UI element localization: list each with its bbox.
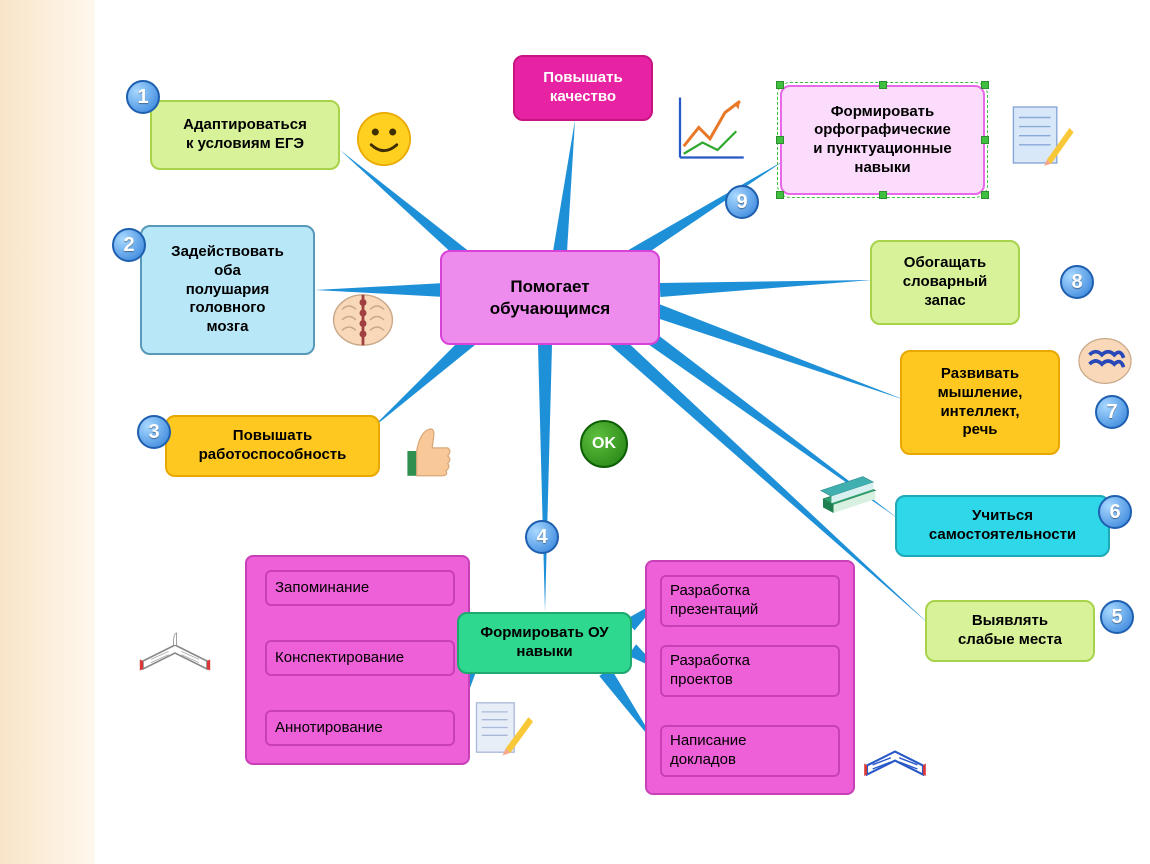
- smiley-icon: [355, 110, 413, 168]
- badge-label: 9: [736, 191, 747, 214]
- mindmap-canvas: Помогаетобучающимся OK Адаптироватьсяк у…: [0, 0, 1150, 864]
- selection-handle[interactable]: [981, 191, 989, 199]
- subnode-label: Запоминание: [275, 579, 369, 598]
- subnode-s6: Написаниедокладов: [660, 725, 840, 777]
- badge-label: 6: [1109, 501, 1120, 524]
- node-n3: Повышатьработоспособность: [165, 415, 380, 477]
- subnode-s2: Конспектирование: [265, 640, 455, 676]
- brain-icon: [323, 285, 403, 355]
- chart-icon: [670, 90, 750, 165]
- node-n8: Обогащатьсловарныйзапас: [870, 240, 1020, 325]
- brain2-icon: [1070, 330, 1140, 392]
- number-badge-7: 7: [1095, 395, 1129, 429]
- node-label: Формировать ОУнавыки: [480, 624, 608, 662]
- selection-handle[interactable]: [981, 136, 989, 144]
- node-label: Развиватьмышление,интеллект,речь: [938, 365, 1023, 440]
- node-label: Повышатьработоспособность: [199, 427, 347, 465]
- number-badge-9: 9: [725, 185, 759, 219]
- edge: [660, 280, 872, 297]
- node-n5: Выявлятьслабые места: [925, 600, 1095, 662]
- selection-handle[interactable]: [879, 81, 887, 89]
- node-label: Повышатькачество: [543, 69, 622, 107]
- open-book-icon: [125, 605, 225, 685]
- number-badge-1: 1: [126, 80, 160, 114]
- ok-label: OK: [592, 435, 616, 453]
- badge-label: 5: [1111, 606, 1122, 629]
- notepad-icon: [1005, 100, 1075, 170]
- node-label: Учитьсясамостоятельности: [929, 507, 1076, 545]
- node-n9: Формироватьорфографическиеи пунктуационн…: [780, 85, 985, 195]
- center-node: Помогаетобучающимся: [440, 250, 660, 345]
- node-label: Обогащатьсловарныйзапас: [903, 254, 987, 310]
- subnode-label: Конспектирование: [275, 649, 404, 668]
- subnode-s4: Разработкапрезентаций: [660, 575, 840, 627]
- node-n2: Задействоватьобаполушарияголовногомозга: [140, 225, 315, 355]
- node-label: Выявлятьслабые места: [958, 612, 1062, 650]
- number-badge-5: 5: [1100, 600, 1134, 634]
- badge-label: 3: [148, 421, 159, 444]
- number-badge-4: 4: [525, 520, 559, 554]
- badge-label: 4: [536, 526, 547, 549]
- selection-handle[interactable]: [776, 136, 784, 144]
- subnode-label: Аннотирование: [275, 719, 383, 738]
- selection-handle[interactable]: [981, 81, 989, 89]
- badge-label: 8: [1071, 271, 1082, 294]
- node-ntop: Повышатькачество: [513, 55, 653, 121]
- edge: [553, 120, 575, 253]
- subnode-label: Написаниедокладов: [670, 732, 747, 770]
- center-label: Помогаетобучающимся: [490, 276, 610, 319]
- books-icon: [805, 450, 890, 520]
- number-badge-2: 2: [112, 228, 146, 262]
- thumbs-up-icon: [395, 420, 457, 482]
- subnode-s1: Запоминание: [265, 570, 455, 606]
- badge-label: 7: [1106, 401, 1117, 424]
- number-badge-6: 6: [1098, 495, 1132, 529]
- subnode-label: Разработкапрезентаций: [670, 582, 758, 620]
- node-n7: Развиватьмышление,интеллект,речь: [900, 350, 1060, 455]
- node-label: Задействоватьобаполушарияголовногомозга: [171, 243, 284, 337]
- ok-badge: OK: [580, 420, 628, 468]
- node-label: Формироватьорфографическиеи пунктуационн…: [813, 103, 951, 178]
- selection-handle[interactable]: [776, 81, 784, 89]
- subnode-s3: Аннотирование: [265, 710, 455, 746]
- edge: [653, 303, 905, 400]
- number-badge-3: 3: [137, 415, 171, 449]
- node-n1: Адаптироватьсяк условиям ЕГЭ: [150, 100, 340, 170]
- number-badge-8: 8: [1060, 265, 1094, 299]
- open-book2-icon: [850, 720, 940, 790]
- selection-handle[interactable]: [879, 191, 887, 199]
- node-label: Адаптироватьсяк условиям ЕГЭ: [183, 116, 307, 154]
- selection-handle[interactable]: [776, 191, 784, 199]
- node-n6: Учитьсясамостоятельности: [895, 495, 1110, 557]
- badge-label: 1: [137, 86, 148, 109]
- node-n4: Формировать ОУнавыки: [457, 612, 632, 674]
- note-pencil-icon: [470, 695, 535, 760]
- badge-label: 2: [123, 234, 134, 257]
- edge: [538, 345, 552, 612]
- subnode-label: Разработкапроектов: [670, 652, 750, 690]
- subnode-s5: Разработкапроектов: [660, 645, 840, 697]
